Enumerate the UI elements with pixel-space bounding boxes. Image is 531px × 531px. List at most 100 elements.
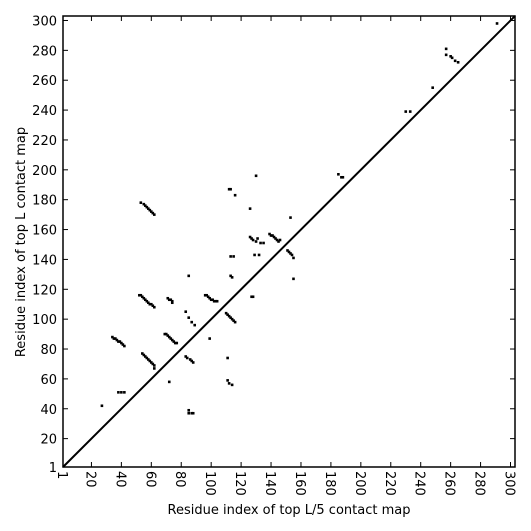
contact-point [112, 337, 116, 340]
y-tick-label: 20 [40, 433, 57, 448]
x-tick-label: 100 [202, 471, 217, 496]
contact-point [187, 316, 191, 319]
contact-point [151, 362, 155, 366]
contact-point [148, 208, 152, 212]
contact-point [169, 337, 173, 340]
contact-point [167, 298, 171, 302]
contact-point [254, 240, 258, 243]
contact-point [248, 235, 252, 239]
contact-point [121, 343, 125, 346]
contact-point [229, 316, 232, 319]
x-tick-label: 200 [352, 471, 367, 496]
contact-point [408, 110, 412, 113]
contact-point [495, 22, 499, 25]
contact-point [268, 232, 271, 236]
contact-point [337, 172, 340, 176]
x-tick-label: 140 [262, 471, 277, 496]
contact-point [226, 356, 229, 360]
contact-point [150, 210, 153, 213]
contact-point [169, 298, 173, 302]
contact-point [139, 293, 143, 297]
contact-point [251, 238, 255, 242]
contact-point [444, 53, 448, 57]
y-tick-label: 120 [32, 283, 57, 298]
y-tick-label: 80 [40, 343, 57, 358]
contact-point [230, 317, 234, 321]
contact-point [230, 276, 234, 279]
contact-point [187, 408, 191, 412]
contact-point [151, 304, 155, 308]
contact-point [114, 337, 117, 340]
contact-point [188, 358, 192, 361]
x-tick-label: 160 [292, 471, 307, 496]
x-tick-label: 60 [142, 471, 157, 488]
contact-point [147, 358, 150, 361]
y-tick-label: 60 [40, 373, 57, 388]
contact-point [118, 340, 122, 343]
contact-point [212, 299, 216, 303]
contact-point [286, 249, 289, 252]
contact-point [117, 391, 120, 394]
contact-point [193, 323, 197, 327]
contact-point [145, 205, 149, 209]
contact-point [139, 201, 143, 204]
contact-point [144, 204, 147, 207]
contact-point [229, 255, 232, 258]
contact-point [278, 238, 282, 242]
contact-point [147, 301, 150, 305]
contact-point [233, 193, 237, 197]
x-tick-label: 80 [172, 471, 187, 488]
contact-point [230, 383, 234, 387]
contact-point [151, 211, 155, 215]
contact-point [257, 253, 261, 257]
contact-point [142, 202, 146, 206]
contact-point [170, 299, 174, 303]
contact-point [449, 55, 452, 58]
x-tick-label: 260 [442, 471, 457, 496]
x-tick-label: 220 [382, 471, 397, 496]
diagonal [62, 15, 516, 468]
x-tick-label: 240 [412, 471, 427, 496]
contact-point [215, 299, 219, 303]
contact-point [287, 250, 291, 254]
contact-point [190, 411, 194, 415]
contact-point [205, 293, 208, 297]
contact-point [248, 207, 252, 210]
contact-point [190, 359, 194, 363]
contact-point [150, 302, 153, 306]
contact-point [275, 238, 279, 242]
contact-point [190, 320, 194, 324]
contact-point [150, 361, 153, 364]
y-tick-label: 240 [32, 104, 57, 119]
contact-point [167, 380, 171, 384]
x-tick-label: 1 [54, 471, 69, 479]
plot-frame [62, 15, 516, 468]
contact-point [187, 274, 191, 278]
contact-point [152, 213, 156, 216]
y-tick-label: 280 [32, 44, 57, 59]
contact-point [227, 187, 231, 191]
contact-point [292, 256, 295, 260]
contact-point [152, 364, 156, 367]
x-tick-label: 300 [502, 471, 517, 496]
contact-point [170, 301, 174, 305]
y-tick-label: 100 [32, 313, 57, 328]
contact-point [211, 298, 214, 302]
contact-point [227, 314, 231, 318]
contact-point [185, 356, 189, 360]
contact-point [227, 382, 231, 385]
contact-point [232, 319, 235, 322]
contact-point [256, 237, 259, 240]
contact-point [144, 355, 147, 358]
contact-point [166, 334, 170, 337]
contact-point [138, 293, 141, 297]
contact-point [184, 355, 188, 358]
contact-point [145, 299, 149, 303]
contact-point [117, 340, 120, 343]
contact-point [250, 295, 253, 299]
contact-point [456, 60, 460, 64]
contact-point [120, 341, 123, 345]
contact-point [444, 47, 448, 51]
contact-point [254, 174, 258, 178]
